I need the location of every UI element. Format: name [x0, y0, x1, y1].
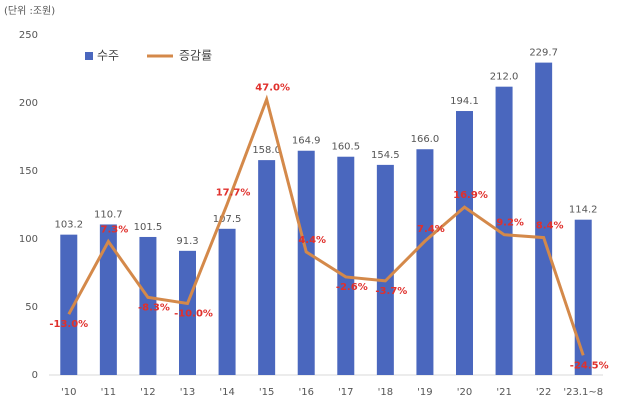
bar-value-label: 164.9	[292, 136, 321, 147]
x-tick-label: '11	[101, 387, 116, 398]
bar-value-label: 158.0	[252, 145, 281, 156]
x-tick-label: '12	[140, 387, 155, 398]
unit-label: (단위 :조원)	[4, 4, 55, 17]
bar-value-label: 103.2	[54, 220, 83, 231]
y-tick-label: 100	[19, 234, 38, 245]
bar	[376, 164, 394, 375]
y-tick-label: 200	[19, 98, 38, 109]
bar	[60, 234, 78, 375]
line-value-label: 16.9%	[453, 190, 488, 201]
line-value-label: -13.0%	[49, 319, 88, 330]
x-tick-label: '17	[338, 387, 353, 398]
x-tick-label: '21	[496, 387, 511, 398]
bar	[574, 219, 592, 375]
bar	[258, 160, 276, 375]
bar	[495, 86, 513, 376]
legend-label: 수주	[97, 49, 119, 63]
bar-value-label: 114.2	[569, 205, 598, 216]
line-value-label: -24.5%	[570, 360, 609, 371]
x-tick-label: '16	[298, 387, 313, 398]
bar-value-label: 154.5	[371, 150, 400, 161]
bar	[218, 228, 236, 375]
line-value-label: 8.4%	[536, 221, 564, 232]
bar-value-label: 91.3	[176, 236, 198, 247]
x-tick-label: '18	[378, 387, 393, 398]
bar-value-label: 166.0	[411, 134, 440, 145]
bar-value-label: 194.1	[450, 96, 479, 107]
y-tick-label: 0	[32, 370, 38, 381]
bar	[99, 224, 117, 375]
line-value-label: 7.3%	[100, 225, 128, 236]
line-value-label: -10.0%	[174, 308, 213, 319]
bar	[179, 250, 196, 375]
line	[67, 94, 585, 356]
y-tick-label: 250	[19, 30, 38, 41]
x-tick-label: '13	[180, 387, 195, 398]
line-value-label: 9.2%	[496, 218, 524, 229]
line-value-label: 4.4%	[298, 235, 326, 246]
bar-value-label: 160.5	[331, 142, 360, 153]
x-tick-label: '10	[61, 387, 76, 398]
bar	[456, 111, 473, 376]
x-tick-label: '20	[457, 387, 472, 398]
legend-label: 증감률	[179, 49, 212, 63]
bar	[139, 236, 157, 375]
y-tick-label: 150	[19, 166, 38, 177]
line-value-label: 7.4%	[417, 224, 445, 235]
line-value-label: 47.0%	[255, 82, 290, 93]
bar-value-label: 107.5	[213, 214, 242, 225]
x-tick-label: '15	[259, 387, 274, 398]
line-value-label: -3.7%	[375, 286, 407, 297]
bar	[535, 62, 553, 375]
line-value-label: -2.6%	[336, 282, 368, 293]
legend-swatch	[85, 52, 93, 60]
bar-value-label: 212.0	[490, 72, 519, 83]
x-tick-label: '22	[536, 387, 551, 398]
line-value-label: -8.3%	[138, 302, 170, 313]
x-tick-label: '23.1~8	[563, 387, 603, 398]
bar	[337, 156, 355, 375]
bar-value-label: 101.5	[134, 222, 163, 233]
x-tick-label: '19	[417, 387, 432, 398]
line-value-label: 17.7%	[216, 187, 251, 198]
y-tick-label: 50	[25, 302, 38, 313]
bar-value-label: 229.7	[529, 48, 558, 59]
x-tick-label: '14	[219, 387, 234, 398]
bar	[416, 149, 434, 375]
bar	[297, 150, 315, 375]
bar-value-label: 110.7	[94, 209, 123, 220]
